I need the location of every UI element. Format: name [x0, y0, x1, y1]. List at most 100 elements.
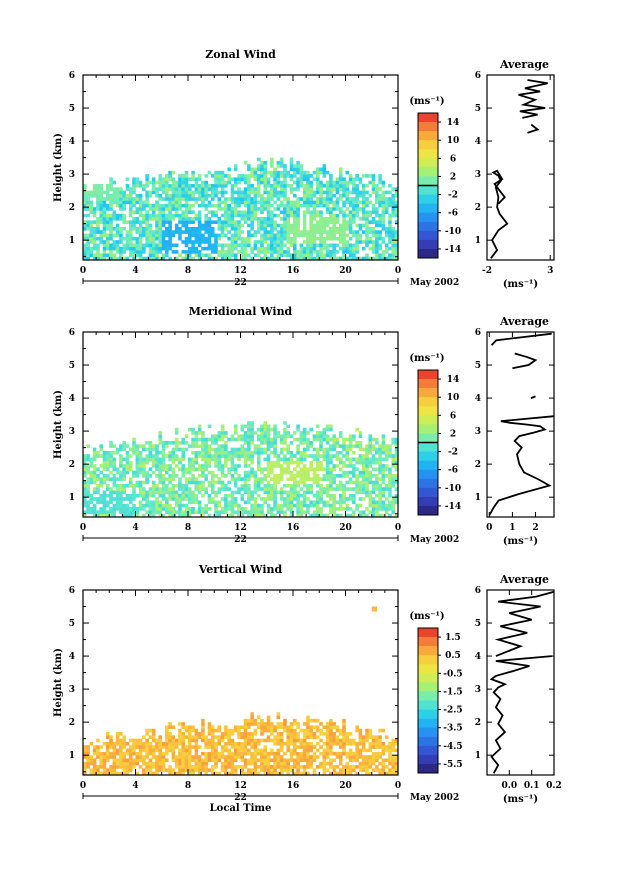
heatmap-cell — [168, 738, 172, 743]
heatmap-cell — [348, 437, 353, 442]
heatmap-cell — [92, 507, 97, 511]
heatmap-cell — [250, 497, 254, 501]
heatmap-cell — [105, 217, 110, 221]
heatmap-cell — [375, 256, 379, 261]
heatmap-cell — [293, 226, 297, 231]
heatmap-cell — [168, 765, 172, 769]
heatmap-cell — [102, 203, 107, 208]
heatmap-cell — [220, 427, 225, 432]
heatmap-cell — [276, 233, 281, 238]
heatmap-cell — [161, 180, 166, 185]
heatmap-cell — [302, 450, 307, 455]
heatmap-cell — [256, 715, 261, 720]
heatmap-cell — [368, 444, 373, 448]
heatmap-cell — [335, 220, 340, 224]
heatmap-cell — [83, 480, 87, 485]
heatmap-cell — [233, 725, 238, 730]
heatmap-cell — [329, 480, 333, 485]
heatmap-cell — [165, 207, 169, 211]
heatmap-cell — [302, 226, 307, 231]
heatmap-cell — [155, 226, 159, 231]
heatmap-cell — [132, 200, 136, 205]
heatmap-cell — [184, 751, 189, 756]
heatmap-cell — [174, 483, 179, 488]
heatmap-cell — [256, 493, 261, 498]
heatmap-cell — [342, 250, 346, 254]
heatmap-cell — [188, 236, 192, 241]
heatmap-cell — [312, 718, 317, 723]
heatmap-cell — [237, 250, 241, 254]
heatmap-cell — [345, 732, 350, 736]
heatmap-cell — [306, 715, 310, 720]
heatmap-cell — [325, 751, 330, 756]
heatmap-cell — [247, 203, 251, 208]
heatmap-cell — [125, 470, 130, 475]
heatmap-cell — [233, 477, 238, 481]
heatmap-cell — [325, 210, 330, 215]
heatmap-cell — [279, 236, 284, 241]
heatmap-cell — [122, 765, 126, 769]
heatmap-cell — [381, 256, 386, 261]
heatmap-cell — [207, 210, 212, 215]
heatmap-cell — [161, 236, 166, 241]
heatmap-cell — [286, 233, 291, 238]
heatmap-cell — [260, 220, 264, 224]
heatmap-cell — [315, 464, 320, 468]
heatmap-cell — [296, 765, 300, 769]
heatmap-cell — [361, 741, 366, 746]
heatmap-cell — [299, 164, 304, 168]
heatmap-cell — [299, 441, 304, 445]
colorbar-tick-label: -6 — [448, 209, 458, 219]
heatmap-cell — [355, 233, 359, 238]
colorbar-tick-label: -2 — [448, 191, 458, 201]
heatmap-cell — [220, 467, 225, 472]
heatmap-cell — [109, 246, 113, 251]
heatmap-cell — [168, 503, 172, 508]
heatmap-cell — [184, 497, 189, 501]
heatmap-cell — [227, 213, 231, 218]
heatmap-cell — [322, 771, 327, 776]
heatmap-cell — [237, 464, 241, 468]
heatmap-cell — [342, 246, 346, 251]
heatmap-cell — [273, 437, 277, 442]
heatmap-cell — [184, 187, 189, 191]
heatmap-cell — [227, 437, 231, 442]
heatmap-cell — [145, 741, 149, 746]
heatmap-cell — [151, 751, 156, 756]
heatmap-cell — [83, 768, 87, 772]
heatmap-cell — [188, 457, 192, 462]
heatmap-cell — [128, 220, 133, 224]
heatmap-cell — [161, 755, 166, 759]
heatmap-cell — [361, 454, 366, 458]
heatmap-cell — [217, 190, 222, 195]
heatmap-cell — [270, 213, 274, 218]
heatmap-cell — [378, 728, 382, 733]
heatmap-cell — [204, 758, 208, 763]
heatmap-cell — [109, 745, 113, 749]
heatmap-cell — [348, 457, 353, 462]
heatmap-cell — [224, 728, 228, 733]
heatmap-cell — [345, 765, 350, 769]
heatmap-cell — [148, 217, 153, 221]
heatmap-cell — [345, 184, 350, 188]
heatmap-cell — [266, 213, 271, 218]
heatmap-cell — [361, 487, 366, 491]
heatmap-cell — [128, 460, 133, 465]
heatmap-cell — [388, 487, 392, 491]
heatmap-cell — [128, 768, 133, 772]
heatmap-cell — [155, 503, 159, 508]
heatmap-cell — [247, 431, 251, 435]
heatmap-cell — [171, 735, 176, 739]
colorbar-swatch — [418, 131, 438, 141]
heatmap-cell — [122, 190, 126, 195]
heatmap-cell — [361, 470, 366, 475]
heatmap-cell — [204, 217, 208, 221]
heatmap-cell — [361, 761, 366, 766]
heatmap-cell — [312, 467, 317, 472]
heatmap-cell — [253, 167, 258, 172]
heatmap-cell — [105, 226, 110, 231]
colorbar-swatch — [418, 194, 438, 204]
heatmap-cell — [335, 177, 340, 182]
heatmap-cell — [365, 470, 369, 475]
heatmap-cell — [260, 441, 264, 445]
